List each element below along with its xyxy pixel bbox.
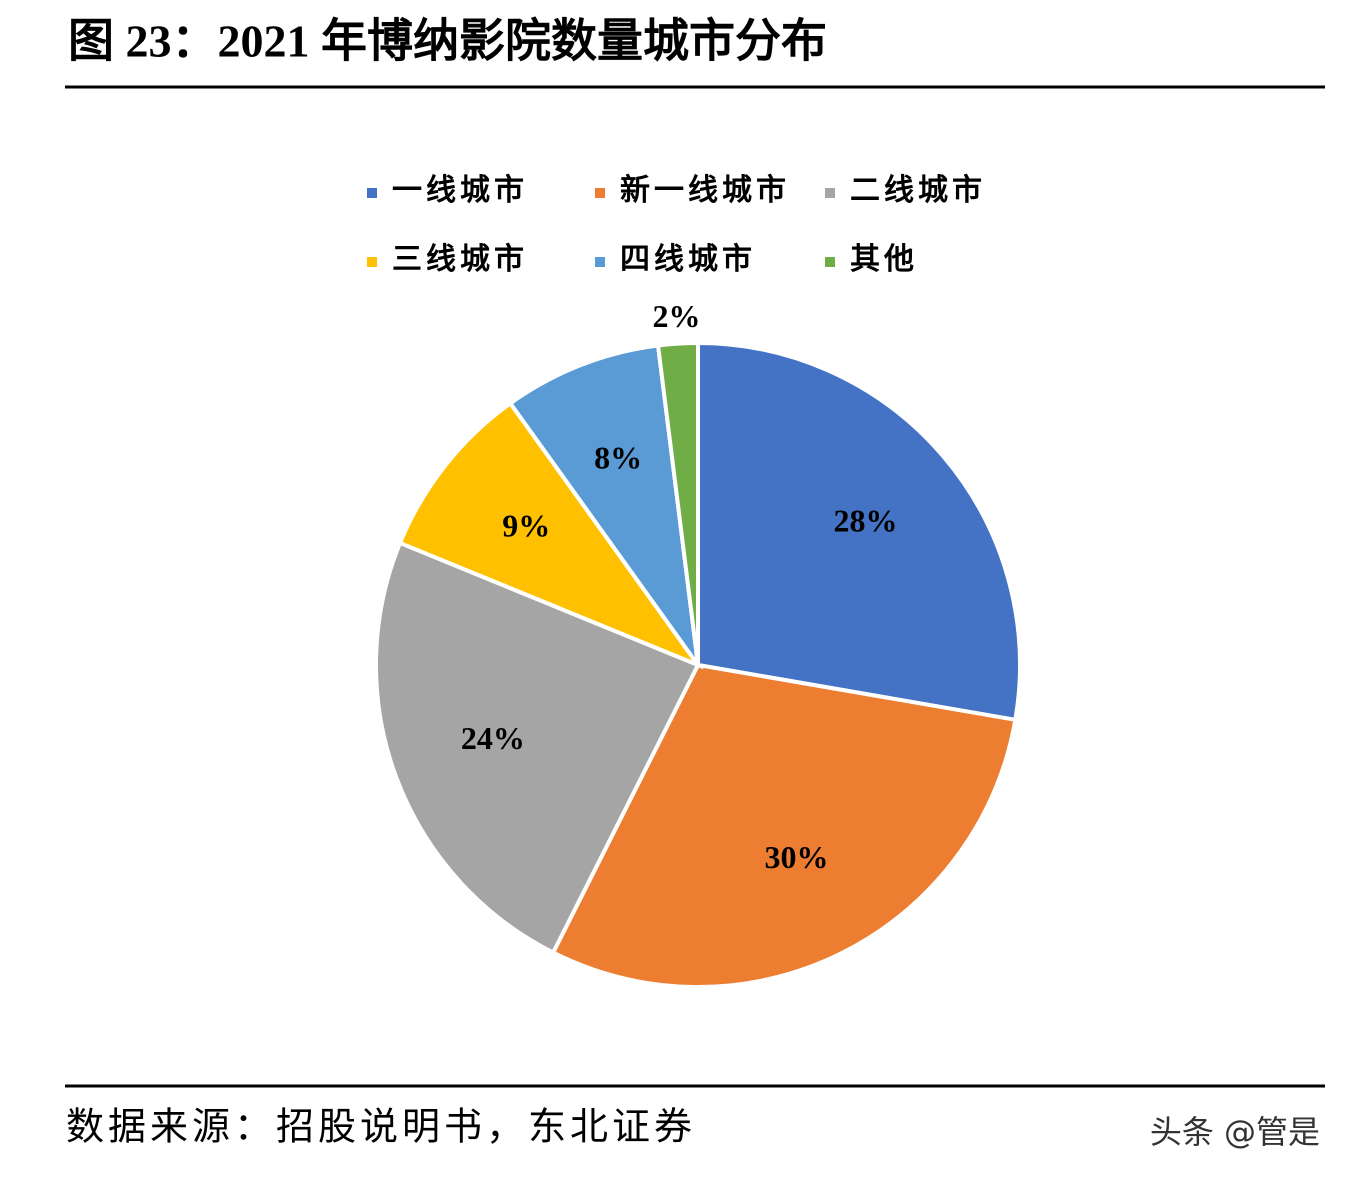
pie-slice (374, 540, 701, 956)
legend-label: 三线城市 (392, 242, 528, 276)
value-label: 2% (652, 298, 700, 334)
legend-label: 四线城市 (620, 242, 756, 276)
legend-label: 其他 (850, 243, 918, 276)
legend-swatch (367, 257, 377, 267)
source-note: 数据来源：招股说明书，东北证券 (66, 1107, 696, 1149)
value-label: 8% (594, 439, 642, 475)
pie-slice (696, 340, 1022, 723)
watermark: 头条 @管是 (1150, 1113, 1320, 1151)
value-label: 28% (833, 502, 897, 538)
legend-swatch (825, 188, 835, 198)
legend-label: 二线城市 (850, 173, 986, 207)
pie-slice (550, 662, 1018, 989)
chart-title: 图 23：2021 年博纳影院数量城市分布 (68, 16, 827, 67)
pie-slice (655, 340, 700, 666)
legend-swatch (595, 188, 605, 198)
value-label: 9% (502, 508, 550, 544)
legend-label: 新一线城市 (620, 173, 790, 207)
legend-swatch (367, 188, 377, 198)
pie-slice (507, 343, 700, 667)
value-label: 24% (461, 720, 525, 756)
legend-swatch (595, 257, 605, 267)
value-label: 30% (764, 839, 828, 875)
pie-slice (397, 400, 704, 670)
legend-label: 一线城市 (392, 173, 528, 207)
legend-swatch (825, 257, 835, 267)
pie: 28% 30% 24% 9% 8% 2% (374, 298, 1022, 989)
